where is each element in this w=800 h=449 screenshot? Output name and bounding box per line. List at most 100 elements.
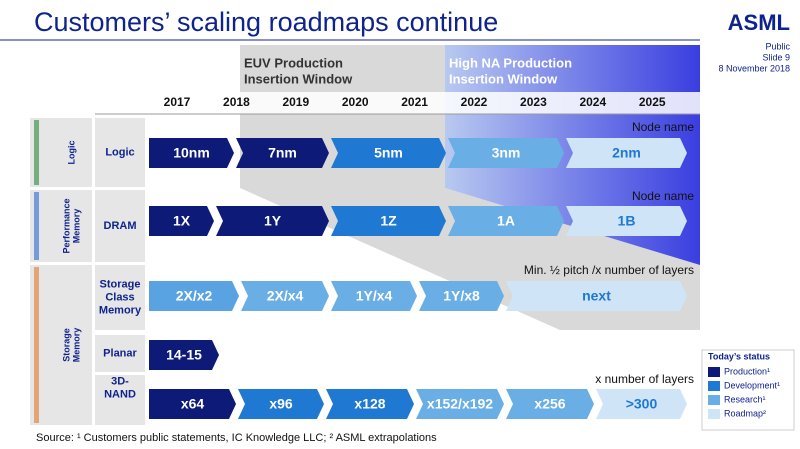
roadmap-segment: [238, 389, 324, 419]
group-label-line: Logic: [66, 141, 76, 165]
row-note: Node name: [632, 120, 694, 134]
roadmap-segment: [149, 281, 239, 311]
segment-label: x152/x192: [427, 396, 493, 412]
roadmap-segment: [149, 206, 214, 236]
row-label-box: [95, 375, 145, 425]
roadmap-segment: [566, 206, 687, 236]
year-label: 2019: [282, 95, 309, 109]
segment-label: 7nm: [268, 145, 297, 161]
row-label: Planar: [103, 347, 137, 359]
legend-swatch: [708, 367, 720, 377]
group-stripe: [34, 192, 39, 260]
roadmap-segment: [236, 138, 329, 168]
row-label: Storage: [100, 278, 141, 290]
segment-label: 3nm: [492, 145, 521, 161]
roadmap-segment: [448, 206, 564, 236]
legend-label: Development¹: [724, 380, 780, 390]
segment-label: x128: [354, 396, 385, 412]
row-note: Min. ½ pitch /x number of layers: [524, 263, 694, 277]
row-label: Class: [105, 291, 134, 303]
legend-label: Production¹: [724, 366, 770, 376]
roadmap-segment: [216, 206, 329, 236]
segment-label: x96: [269, 396, 293, 412]
logo: ASML: [728, 10, 790, 35]
classification: Public: [765, 41, 790, 51]
row-label-box: [95, 118, 145, 187]
segment-label: 2nm: [612, 145, 641, 161]
roadmap-segment: [149, 340, 219, 370]
segment-label: 1Y: [264, 213, 282, 229]
year-label: 2020: [342, 95, 369, 109]
group-label: Performance Memory: [61, 198, 81, 253]
group-box: [30, 190, 92, 262]
segment-label: x256: [534, 396, 565, 412]
title: Customers’ scaling roadmaps continue: [34, 7, 498, 37]
year-label: 2017: [164, 95, 191, 109]
row-label: Logic: [105, 146, 134, 158]
roadmap-segment: [331, 138, 446, 168]
segment-label: 1A: [497, 213, 515, 229]
group-label-line: Storage: [61, 328, 71, 362]
window-label: EUV Production: [244, 55, 343, 70]
roadmap-segment: [596, 389, 687, 419]
year-band: [95, 92, 700, 114]
row-label: Memory: [99, 304, 142, 316]
row-label: 3D-: [111, 375, 129, 387]
segment-label: next: [582, 288, 611, 304]
roadmap-segment: [149, 138, 234, 168]
window-label: High NA Production: [449, 55, 572, 70]
year-label: 2025: [639, 95, 666, 109]
group-stripe: [34, 267, 39, 423]
segment-label: 1Y/x8: [443, 288, 480, 304]
segment-label: 2X/x4: [267, 288, 304, 304]
row-note: x number of layers: [595, 372, 694, 386]
row-label-box: [95, 190, 145, 262]
window-label: Insertion Window: [244, 71, 353, 86]
legend-swatch: [708, 409, 720, 419]
roadmap-segment: [331, 281, 417, 311]
group-box: [30, 265, 92, 425]
year-label: 2021: [401, 95, 428, 109]
group-label: Logic: [66, 141, 76, 165]
year-label: 2018: [223, 95, 250, 109]
window-label: Insertion Window: [449, 71, 558, 86]
segment-label: 1B: [618, 213, 636, 229]
roadmap-segment: [416, 389, 504, 419]
legend-label: Roadmap²: [724, 408, 766, 418]
roadmap-segment: [566, 138, 687, 168]
euv-window: [240, 45, 700, 330]
slide-number: Slide 9: [762, 52, 790, 62]
group-label-line: Performance: [61, 198, 71, 253]
roadmap-segment: [241, 281, 329, 311]
segment-label: 2X/x2: [176, 288, 213, 304]
group-stripe: [34, 120, 39, 185]
row-note: Node name: [632, 189, 694, 203]
segment-label: 1Y/x4: [356, 288, 393, 304]
roadmap-segment: [149, 389, 236, 419]
group-label-line: Memory: [71, 328, 81, 363]
group-label: Storage Memory: [61, 328, 81, 363]
roadmap-segment: [448, 138, 564, 168]
group-box: [30, 118, 92, 187]
segment-label: >300: [626, 396, 658, 412]
roadmap-segment: [506, 281, 687, 311]
legend-title: Today’s status: [708, 351, 770, 361]
segment-label: 1X: [173, 213, 191, 229]
row-label-box: [95, 265, 145, 330]
legend-swatch: [708, 381, 720, 391]
segment-label: 14-15: [166, 347, 202, 363]
legend-label: Research¹: [724, 394, 766, 404]
legend-swatch: [708, 395, 720, 405]
year-label: 2024: [579, 95, 606, 109]
segment-label: x64: [181, 396, 205, 412]
roadmap-segment: [419, 281, 504, 311]
roadmap-segment: [326, 389, 414, 419]
group-label-line: Memory: [71, 209, 81, 244]
row-label: NAND: [104, 388, 136, 400]
year-label: 2022: [461, 95, 488, 109]
segment-label: 10nm: [173, 145, 210, 161]
segment-label: 1Z: [380, 213, 397, 229]
roadmap-segment: [506, 389, 594, 419]
